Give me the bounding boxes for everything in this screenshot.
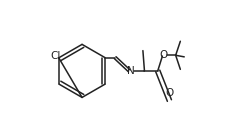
Text: Cl: Cl [50, 51, 60, 61]
Text: O: O [165, 88, 174, 98]
Text: O: O [160, 50, 168, 60]
Text: N: N [127, 66, 135, 76]
